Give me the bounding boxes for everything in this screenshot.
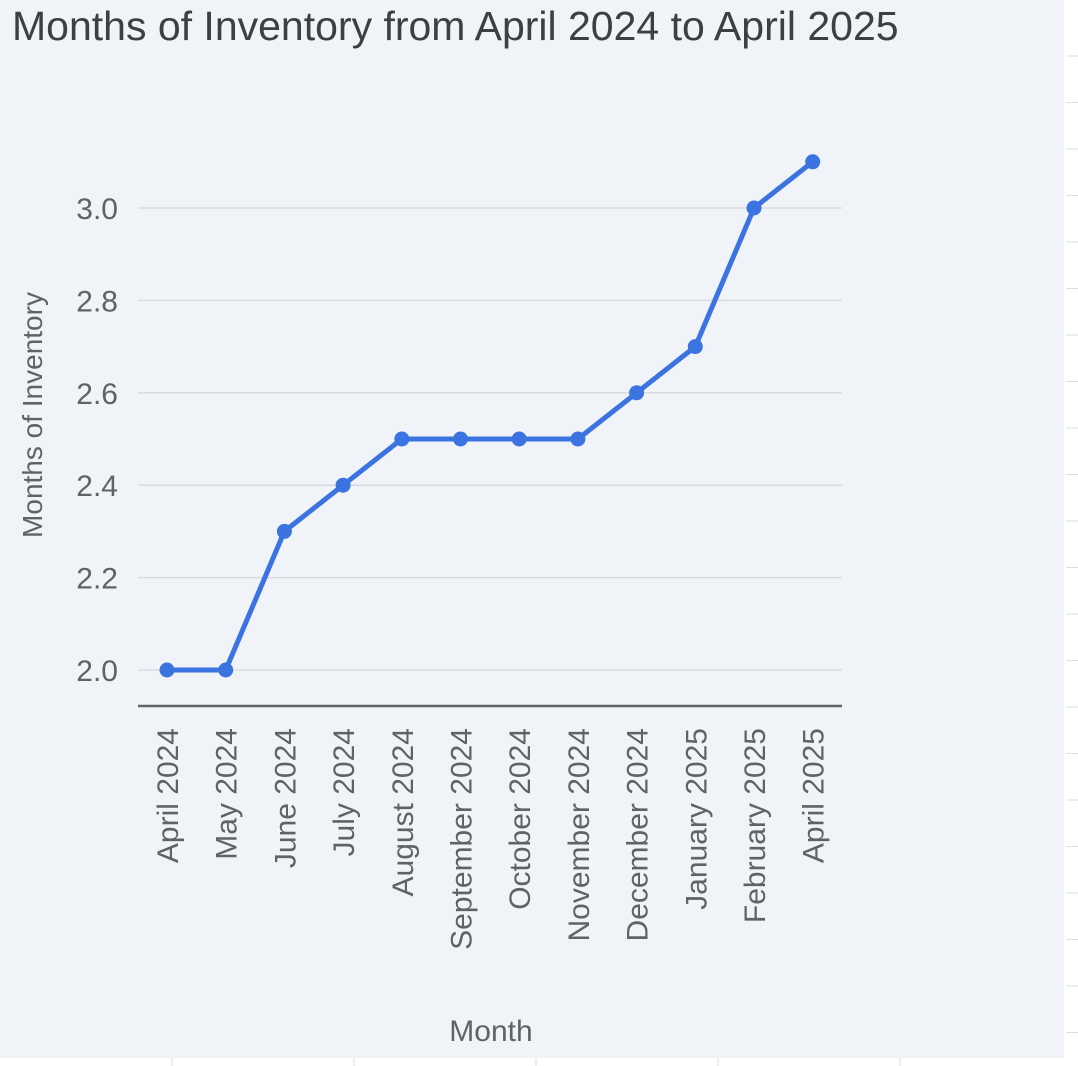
data-point[interactable] [687, 339, 703, 355]
data-point[interactable] [746, 200, 762, 216]
x-tick-label: April 2024 [152, 728, 185, 863]
x-tick-label: February 2025 [739, 728, 772, 923]
y-tick-label: 2.0 [76, 655, 118, 688]
y-axis-title: Months of Inventory [17, 292, 48, 538]
x-axis-title: Month [449, 1015, 532, 1048]
y-tick-label: 2.6 [76, 378, 118, 411]
x-tick-label: October 2024 [504, 728, 537, 910]
data-point[interactable] [394, 431, 410, 447]
data-point[interactable] [570, 431, 586, 447]
x-tick-label: August 2024 [387, 728, 420, 896]
data-point[interactable] [159, 662, 175, 678]
y-tick-label: 2.8 [76, 285, 118, 318]
series-line [164, 159, 816, 673]
x-tick-label: January 2025 [680, 728, 713, 910]
data-point[interactable] [218, 662, 234, 678]
x-tick-label: December 2024 [622, 728, 655, 941]
data-point[interactable] [511, 431, 527, 447]
x-tick-label: July 2024 [328, 728, 361, 856]
data-point[interactable] [805, 154, 821, 170]
x-tick-label: May 2024 [211, 728, 244, 860]
x-tick-label: April 2025 [798, 728, 831, 863]
y-tick-label: 2.2 [76, 563, 118, 596]
x-tick-label: June 2024 [269, 728, 302, 868]
y-tick-label: 3.0 [76, 193, 118, 226]
data-point[interactable] [453, 431, 468, 447]
chart-panel [0, 0, 1064, 1058]
data-point[interactable] [629, 385, 645, 401]
data-point[interactable] [335, 477, 351, 493]
x-tick-label: November 2024 [563, 728, 596, 941]
x-tick-label: September 2024 [446, 728, 479, 950]
y-tick-label: 2.4 [76, 470, 118, 503]
data-point[interactable] [276, 523, 292, 539]
chart-title: Months of Inventory from April 2024 to A… [12, 3, 899, 49]
